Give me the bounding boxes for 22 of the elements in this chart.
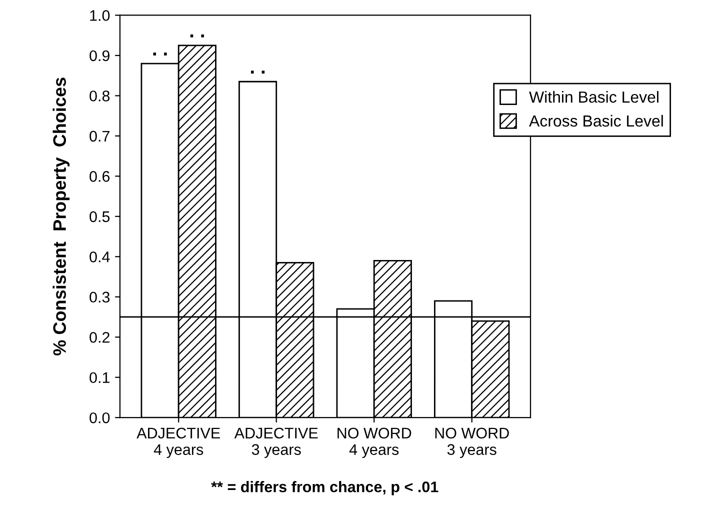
legend-label: Across Basic Level (529, 114, 663, 127)
annotation: . . (250, 70, 265, 74)
y-tick-label: 0.7 (90, 130, 110, 142)
y-tick-label: 0.3 (90, 292, 110, 303)
y-tick-label: 0.6 (90, 171, 110, 182)
y-tick-label: 0.0 (90, 412, 110, 424)
y-tick-label: 0.2 (90, 332, 110, 343)
y-tick-label: 1.0 (90, 10, 110, 21)
y-axis-title: % Consistent Property Choices (52, 78, 70, 356)
y-tick-label: 0.9 (90, 50, 110, 62)
y-tick-label: 0.1 (90, 372, 110, 384)
legend-label: Within Basic Level (529, 91, 658, 103)
annotation: . . (190, 34, 204, 38)
x-tick-label: NO WORD 3 years (435, 428, 509, 458)
y-tick-label: 0.8 (90, 90, 110, 102)
x-tick-label: NO WORD 4 years (338, 428, 412, 458)
annotation: . . (153, 52, 167, 56)
y-tick-label: 0.4 (90, 252, 110, 262)
x-tick-label: ADJECTIVE 4 years (136, 428, 220, 458)
y-tick-label: 0.5 (90, 211, 110, 222)
x-tick-label: ADJECTIVE 3 years (234, 428, 318, 458)
text: ** = differs from chance, p < .01 (211, 481, 438, 496)
